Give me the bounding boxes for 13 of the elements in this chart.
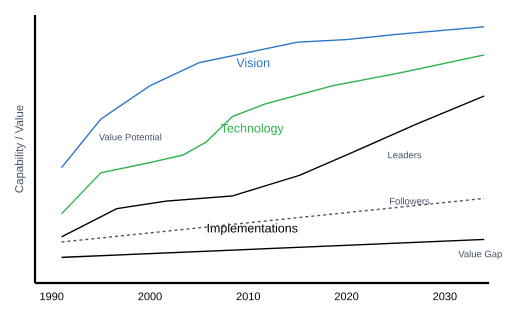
series-label: Vision	[236, 58, 270, 68]
series-label: Technology	[221, 123, 284, 136]
x-tick-label: 2000	[138, 292, 162, 300]
x-tick-label: 1990	[40, 292, 64, 300]
x-tick-label: 2030	[433, 292, 457, 300]
x-tick-label: 2020	[334, 292, 358, 300]
annotation: Leaders	[388, 151, 422, 158]
y-axis-title: Capability / Value	[14, 105, 26, 193]
annotation: Value Gap	[458, 250, 502, 260]
x-tick-label: 2010	[236, 292, 260, 300]
annotation: Followers	[390, 198, 430, 204]
text: Implementations	[208, 223, 298, 235]
annotation: Value Potential	[98, 133, 162, 140]
